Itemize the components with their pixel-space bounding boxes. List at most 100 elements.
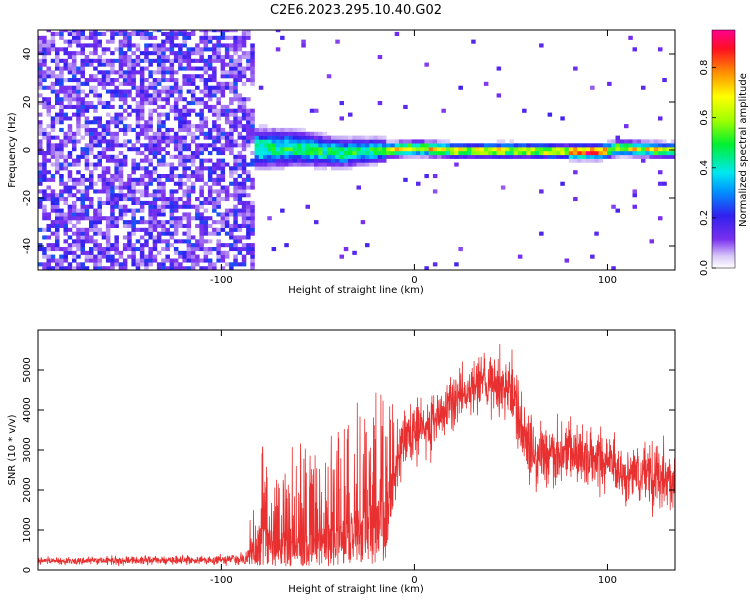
heatmap-cell — [182, 30, 187, 33]
heatmap-cell — [122, 30, 128, 33]
heatmap-cell — [67, 70, 73, 75]
heatmap-cell — [165, 151, 170, 156]
heatmap-cell — [284, 158, 289, 163]
heatmap-cell — [522, 154, 527, 159]
heatmap-cell — [229, 166, 234, 171]
heatmap-cell — [122, 78, 128, 83]
heatmap-cell — [615, 154, 620, 159]
heatmap-cell — [101, 170, 107, 175]
heatmap-cell — [152, 143, 158, 148]
heatmap-cell — [122, 181, 128, 186]
heatmap-cell — [220, 189, 226, 194]
heatmap-cell — [666, 154, 671, 159]
heatmap-cell — [93, 254, 98, 259]
heatmap-cell — [628, 151, 633, 156]
heatmap-cell — [224, 81, 230, 86]
heatmap-cell — [97, 189, 102, 194]
heatmap-cell — [97, 81, 102, 86]
heatmap-cell — [195, 208, 200, 213]
heatmap-cell — [156, 120, 162, 125]
heatmap-cell — [229, 74, 234, 79]
heatmap-cell — [348, 112, 353, 117]
heatmap-cell — [173, 139, 179, 144]
heatmap-cell — [178, 93, 183, 98]
heatmap-cell — [645, 139, 650, 144]
heatmap-cell — [67, 89, 73, 94]
heatmap-cell — [186, 131, 192, 136]
heatmap-cell — [190, 243, 196, 248]
heatmap-cell — [110, 158, 115, 163]
heatmap-cell — [241, 135, 247, 140]
heatmap-cell — [343, 154, 349, 159]
heatmap-cell — [135, 200, 141, 205]
heatmap-cell — [373, 147, 378, 152]
heatmap-cell — [577, 154, 582, 159]
heatmap-cell — [84, 104, 90, 109]
heatmap-cell — [169, 39, 175, 44]
heatmap-cell — [449, 143, 455, 148]
heatmap-cell — [339, 254, 344, 259]
heatmap-cell — [169, 231, 175, 236]
heatmap-cell — [288, 127, 294, 132]
heatmap-cell — [212, 247, 217, 252]
heatmap-cell — [309, 131, 315, 136]
heatmap-cell — [229, 227, 234, 232]
heatmap-cell — [135, 58, 141, 63]
heatmap-cell — [122, 124, 128, 129]
heatmap-cell — [173, 197, 179, 202]
heatmap-cell — [122, 89, 128, 94]
heatmap-cell — [237, 62, 243, 67]
heatmap-cell — [399, 154, 404, 159]
heatmap-cell — [76, 108, 81, 113]
heatmap-cell — [641, 147, 646, 152]
heatmap-cell — [343, 162, 349, 167]
heatmap-cell — [199, 89, 204, 94]
heatmap-cell — [331, 166, 336, 171]
heatmap-cell — [76, 78, 81, 83]
heatmap-cell — [186, 51, 192, 56]
heatmap-cell — [139, 250, 145, 255]
heatmap-cell — [220, 143, 226, 148]
heatmap-cell — [263, 151, 268, 156]
heatmap-cell — [339, 101, 344, 106]
heatmap-cell — [127, 239, 132, 244]
heatmap-cell — [216, 250, 221, 255]
heatmap-cell — [182, 116, 187, 121]
heatmap-cell — [84, 58, 90, 63]
heatmap-cell — [93, 266, 98, 270]
heatmap-cell — [560, 147, 565, 152]
heatmap-cell — [42, 51, 47, 56]
heatmap-cell — [186, 166, 192, 171]
heatmap-cell — [526, 143, 531, 148]
heatmap-cell — [139, 200, 145, 205]
heatmap-cell — [267, 216, 272, 221]
heatmap-cell — [127, 220, 132, 225]
heatmap-cell — [139, 177, 145, 182]
heatmap-cell — [237, 47, 243, 52]
heatmap-cell — [93, 66, 98, 71]
heatmap-cell — [326, 158, 332, 163]
heatmap-cell — [220, 74, 226, 79]
heatmap-cell — [207, 97, 213, 102]
heatmap-cell — [263, 147, 268, 152]
heatmap-cell — [246, 78, 251, 83]
heatmap-cell — [246, 220, 251, 225]
heatmap-cell — [369, 147, 374, 152]
heatmap-cell — [139, 101, 145, 106]
y-tick-label: 5000 — [22, 357, 33, 382]
heatmap-cell — [212, 120, 217, 125]
heatmap-cell — [246, 247, 251, 252]
heatmap-cell — [356, 151, 361, 156]
heatmap-cell — [241, 51, 247, 56]
heatmap-cell — [250, 181, 255, 186]
heatmap-cell — [246, 124, 251, 129]
heatmap-cell — [178, 177, 183, 182]
heatmap-cell — [114, 31, 119, 36]
heatmap-cell — [216, 147, 221, 152]
heatmap-cell — [50, 74, 56, 79]
heatmap-cell — [403, 139, 408, 144]
heatmap-cell — [122, 143, 128, 148]
heatmap-cell — [110, 93, 115, 98]
heatmap-cell — [161, 85, 166, 90]
heatmap-cell — [343, 135, 349, 140]
